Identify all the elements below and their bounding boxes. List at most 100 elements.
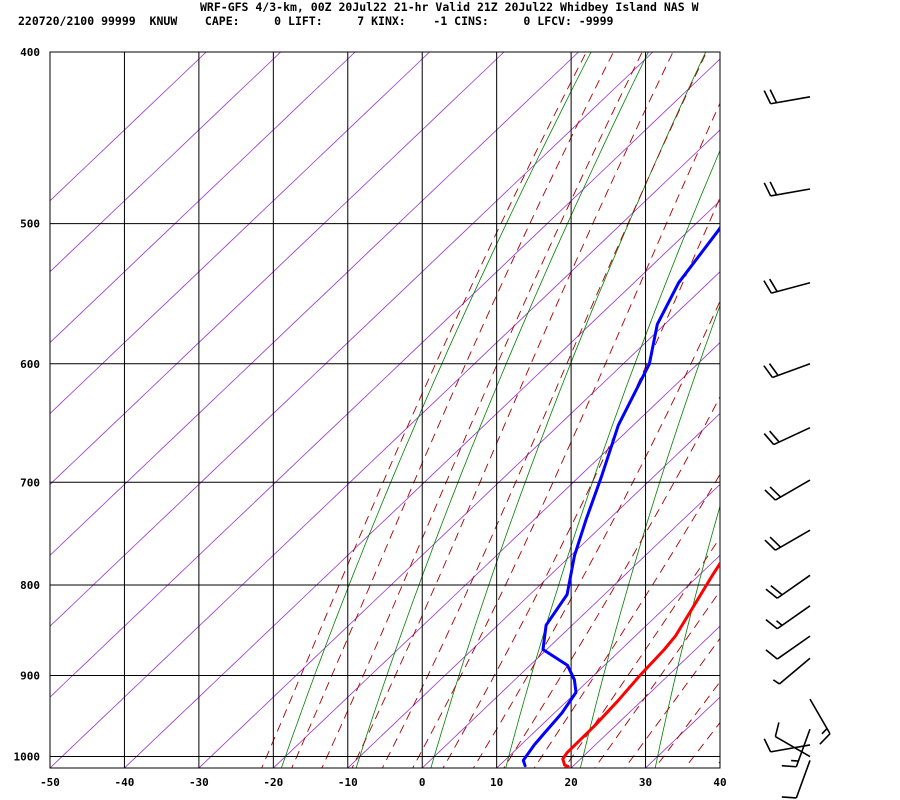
temperature-profile-line	[561, 560, 720, 768]
wind-barb-flag	[770, 585, 783, 596]
x-tick-label: -10	[338, 776, 358, 789]
x-tick-label: 10	[490, 776, 503, 789]
profile-series	[521, 225, 720, 768]
grid-lines	[49, 51, 721, 769]
moist-adiabat-line	[472, 300, 720, 768]
wind-barb-staff	[776, 605, 811, 630]
wind-barb-flag	[769, 89, 778, 104]
dry-adiabat-line	[280, 52, 592, 768]
wind-barb-flag	[819, 733, 831, 745]
wind-barb	[781, 728, 811, 768]
isotherm-line	[50, 52, 505, 485]
wind-barb-flag	[764, 489, 776, 501]
pressure-tick-label: 1000	[14, 751, 41, 764]
wind-barb-flag	[768, 363, 779, 376]
wind-barb	[763, 363, 811, 379]
wind-barb-flag	[768, 278, 778, 292]
moist-adiabat-line	[624, 637, 720, 768]
pressure-tick-label: 900	[20, 670, 40, 683]
wind-barb-flag	[765, 649, 778, 660]
wind-barb	[763, 181, 811, 197]
x-tick-label: 30	[639, 776, 652, 789]
wind-barb-flag	[763, 365, 774, 378]
dry-adiabat-line	[802, 13, 900, 787]
pressure-tick-label: 500	[20, 218, 40, 231]
wind-barb-flag	[769, 181, 778, 196]
dry-adiabat-line	[727, 13, 900, 787]
wind-barb-staff	[774, 479, 811, 501]
wind-barb-staff	[776, 635, 811, 660]
pressure-tick-label: 700	[20, 476, 40, 489]
moist-adiabat-line	[381, 52, 707, 768]
wind-barb-flag	[769, 536, 782, 548]
station-indices-line: 220720/2100 99999 KNUW CAPE: 0 LIFT: 7 K…	[18, 14, 614, 28]
wind-barb-half-flag	[775, 620, 783, 626]
wind-barb-staff	[772, 363, 811, 379]
wind-barb	[765, 635, 811, 660]
wind-barb-flag	[769, 430, 780, 443]
moist-adiabat-line	[563, 536, 720, 768]
wind-barb	[764, 529, 811, 551]
dry-adiabat-line	[877, 13, 900, 787]
x-axis-tick-labels: -50 -40 -30 -20 -10 0 10 20 30 40	[40, 776, 727, 789]
moist-adiabat-line	[351, 52, 674, 768]
moist-adiabat-line	[684, 721, 720, 768]
isotherm-line	[198, 271, 720, 768]
isotherm-line	[50, 52, 356, 344]
moist-adiabat-line	[261, 52, 587, 768]
isotherm-line	[775, 13, 900, 787]
wind-barb	[764, 479, 811, 501]
wind-barb-flag	[769, 486, 782, 498]
wind-barb-staff	[770, 744, 811, 753]
wind-barb-flag	[765, 588, 778, 599]
wind-barb-half-flag	[791, 759, 799, 762]
moist-adiabat-line	[321, 52, 643, 768]
wind-barb-staff	[770, 188, 811, 197]
dewpoint-profile-line	[521, 225, 720, 768]
wind-barb-staff	[771, 281, 811, 294]
wind-barb-staff	[776, 574, 811, 599]
y-axis-tick-labels: 400 500 600 700 800 900 1000	[14, 46, 41, 764]
dry-adiabat-line	[579, 304, 720, 768]
wind-barb-staff	[770, 96, 811, 105]
wind-barb-half-flag	[772, 679, 780, 685]
wind-barb	[781, 760, 811, 799]
wind-barb-flag	[781, 764, 797, 768]
x-tick-label: -30	[189, 776, 209, 789]
dry-adiabat-line	[654, 504, 720, 768]
x-tick-label: 40	[713, 776, 726, 789]
x-tick-label: -40	[115, 776, 135, 789]
moist-adiabat-line	[714, 760, 720, 768]
wind-barb	[765, 574, 811, 599]
wind-barb-flag	[763, 182, 772, 197]
moist-adiabat-line	[594, 590, 720, 768]
x-tick-label: 0	[419, 776, 426, 789]
wind-barb-flag	[765, 618, 778, 630]
isotherm-line	[50, 52, 580, 556]
x-tick-label: -50	[40, 776, 60, 789]
wind-barb-staff	[795, 760, 811, 799]
wind-barb-staff	[778, 657, 811, 685]
x-tick-label: -20	[263, 776, 283, 789]
isotherm-line	[50, 52, 654, 627]
wind-barb-staff	[774, 529, 811, 551]
wind-barb	[763, 89, 811, 105]
pressure-tick-label: 800	[20, 579, 40, 592]
wind-barb	[763, 278, 811, 294]
wind-barb	[774, 722, 811, 758]
isotherm-line	[50, 129, 720, 768]
isotherm-line	[272, 341, 720, 768]
x-tick-label: 20	[564, 776, 577, 789]
wind-barb	[809, 698, 831, 745]
thermodynamic-background	[50, 13, 900, 787]
pressure-tick-label: 400	[20, 46, 40, 59]
wind-barb-staff	[795, 728, 811, 768]
wind-barb	[765, 605, 811, 630]
wind-barb	[763, 738, 811, 753]
wind-barb-staff	[774, 735, 811, 758]
isotherm-line	[347, 412, 720, 768]
isotherm-line	[421, 483, 720, 768]
wind-barb-flag	[774, 722, 780, 737]
wind-barbs	[763, 89, 831, 799]
